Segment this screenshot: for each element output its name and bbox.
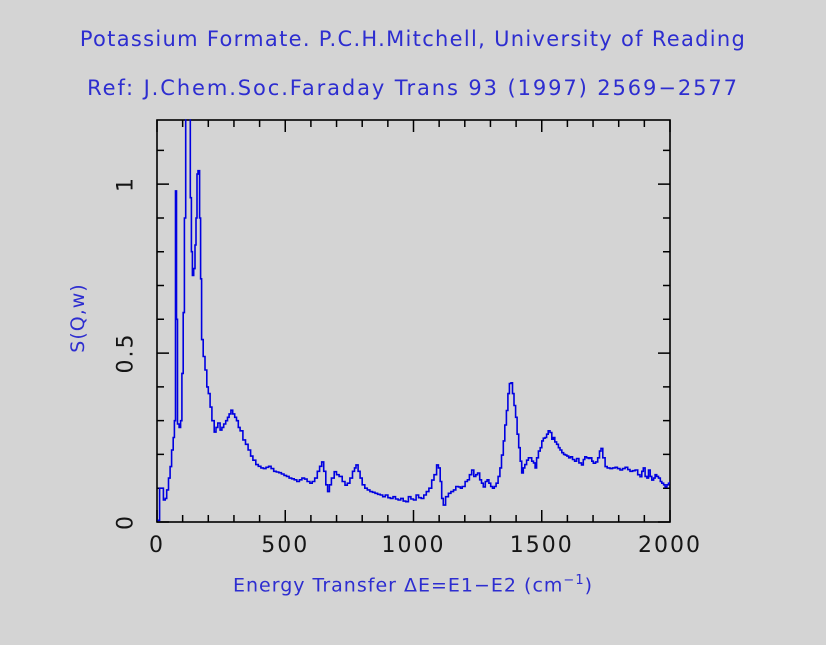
x-axis-label-close: ) (584, 574, 594, 597)
x-axis-label-main: Energy Transfer ΔE=E1−E2 (cm (232, 574, 564, 597)
chart-title: Potassium Formate. P.C.H.Mitchell, Unive… (79, 27, 747, 51)
chart-subtitle: Ref: J.Chem.Soc.Faraday Trans 93 (1997) … (87, 76, 739, 100)
x-axis-label: Energy Transfer ΔE=E1−E2 (cm−1) (0, 573, 826, 596)
x-tick-label: 0 (149, 533, 165, 558)
x-tick-label: 1500 (509, 533, 574, 558)
y-tick-label: 0 (113, 514, 139, 530)
x-tick-label: 2000 (638, 533, 702, 558)
y-tick-label: 1 (113, 176, 139, 193)
plot-frame (156, 119, 671, 523)
x-axis-label-superscript: −1 (563, 573, 585, 588)
spectrum-curve (157, 119, 670, 522)
x-tick-label: 1000 (381, 533, 446, 558)
y-tick-label: 0.5 (113, 332, 139, 374)
x-tick-label: 500 (261, 533, 310, 558)
